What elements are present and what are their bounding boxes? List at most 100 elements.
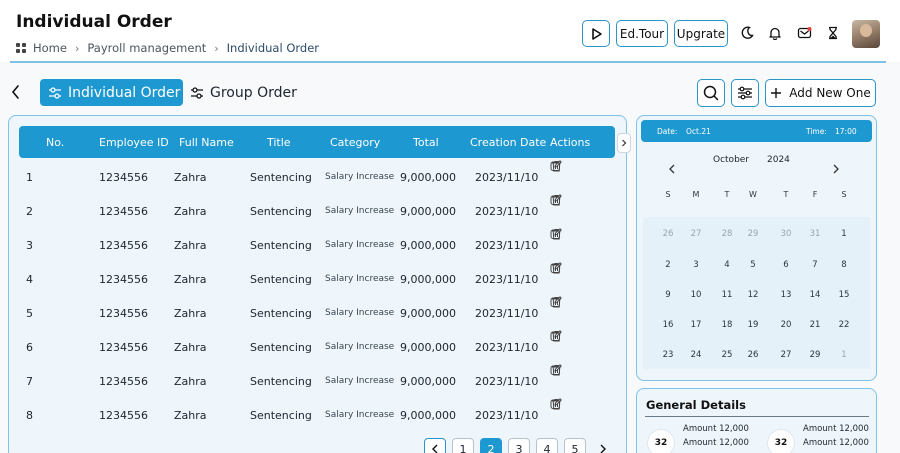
col-full-name[interactable]: Full Name (179, 135, 234, 149)
calendar-day[interactable]: 10 (690, 290, 702, 300)
col-total[interactable]: Total (413, 135, 439, 149)
col-title[interactable]: Title (267, 135, 291, 149)
play-tour-button[interactable] (582, 20, 610, 47)
cell-no: 2 (26, 204, 33, 218)
pagination-page[interactable]: 3 (508, 438, 530, 453)
calendar-month[interactable]: October (713, 155, 750, 165)
col-no[interactable]: No. (46, 135, 65, 149)
pagination-next[interactable] (592, 438, 614, 453)
trash-icon[interactable] (550, 398, 562, 410)
pagination-page[interactable]: 5 (564, 438, 586, 453)
trash-icon[interactable] (550, 296, 562, 308)
calendar-prev-month[interactable] (668, 159, 678, 174)
breadcrumb-home[interactable]: Home (33, 41, 67, 55)
calendar-year[interactable]: 2024 (767, 155, 790, 165)
calendar-day[interactable]: 30 (780, 229, 792, 239)
table-row[interactable]: 3 1234556 Zahra Sentencing Salary Increase 9,… (19, 228, 615, 262)
pagination-page[interactable]: 4 (536, 438, 558, 453)
table-row[interactable]: 5 1234556 Zahra Sentencing Salary Increase 9,… (19, 296, 615, 330)
tour-button[interactable]: Ed.Tour (616, 20, 668, 47)
header-divider (10, 61, 886, 63)
calendar-day[interactable]: 29 (747, 229, 759, 239)
cell-category: Salary Increase (325, 274, 395, 284)
calendar-day[interactable]: 1 (841, 229, 847, 239)
trash-icon[interactable] (550, 228, 562, 240)
bell-icon[interactable] (766, 24, 784, 42)
calendar-day[interactable]: 19 (747, 320, 759, 330)
col-employee-id[interactable]: Employee ID (99, 135, 169, 149)
col-category[interactable]: Category (330, 135, 381, 149)
tab-individual-order[interactable]: Individual Order (40, 79, 183, 106)
cell-full-name: Zahra (174, 408, 207, 422)
calendar-day[interactable]: 26 (662, 229, 674, 239)
calendar-day[interactable]: 4 (724, 260, 730, 270)
calendar-day[interactable]: 28 (721, 229, 733, 239)
pagination-prev[interactable] (424, 438, 446, 453)
hourglass-icon[interactable] (824, 24, 842, 42)
calendar-day[interactable]: 13 (780, 290, 792, 300)
calendar-day[interactable]: 1 (841, 350, 847, 360)
filter-button[interactable] (731, 79, 759, 107)
table-row[interactable]: 2 1234556 Zahra Sentencing Salary Increase 9,… (19, 194, 615, 228)
calendar-day[interactable]: 11 (721, 290, 733, 300)
cell-employee-id: 1234556 (99, 340, 148, 354)
calendar-day[interactable]: 26 (747, 350, 759, 360)
calendar-day[interactable]: 3 (693, 260, 699, 270)
cell-full-name: Zahra (174, 238, 207, 252)
trash-icon[interactable] (550, 194, 562, 206)
calendar-day[interactable]: 27 (780, 350, 792, 360)
trash-icon[interactable] (550, 262, 562, 274)
calendar-day[interactable]: 7 (812, 260, 818, 270)
calendar-day[interactable]: 25 (721, 350, 733, 360)
upgrade-button[interactable]: Upgrate (674, 20, 728, 47)
chevron-right-icon (622, 139, 627, 147)
table-row[interactable]: 4 1234556 Zahra Sentencing Salary Increase 9,… (19, 262, 615, 296)
breadcrumb-payroll[interactable]: Payroll management (87, 41, 207, 55)
table-row[interactable]: 8 1234556 Zahra Sentencing Salary Increase 9,… (19, 398, 615, 432)
tab-individual-label: Individual Order (68, 84, 181, 101)
calendar-day[interactable]: 20 (780, 320, 792, 330)
tabs-row: Individual Order Group Order Add New One (0, 79, 900, 107)
calendar-day[interactable]: 27 (690, 229, 702, 239)
cell-employee-id: 1234556 (99, 170, 148, 184)
search-button[interactable] (697, 79, 725, 107)
calendar-day[interactable]: 22 (838, 320, 850, 330)
search-icon (703, 85, 719, 101)
table-row[interactable]: 1 1234556 Zahra Sentencing Salary Increase 9,… (19, 160, 615, 194)
pagination-page[interactable]: 1 (452, 438, 474, 453)
calendar-day[interactable]: 17 (690, 320, 702, 330)
table-row[interactable]: 7 1234556 Zahra Sentencing Salary Increase 9,… (19, 364, 615, 398)
calendar-day[interactable]: 31 (809, 229, 821, 239)
calendar-day[interactable]: 9 (665, 290, 671, 300)
calendar-day[interactable]: 12 (747, 290, 759, 300)
calendar-day[interactable]: 21 (809, 320, 821, 330)
calendar-day[interactable]: 6 (783, 260, 789, 270)
time-value: 17:00 (835, 126, 857, 136)
calendar-day[interactable]: 8 (841, 260, 847, 270)
mail-icon[interactable] (795, 24, 813, 42)
calendar-day[interactable]: 16 (662, 320, 674, 330)
pagination-page[interactable]: 2 (480, 438, 502, 453)
dark-mode-icon[interactable] (738, 24, 756, 42)
calendar-day[interactable]: 15 (838, 290, 850, 300)
trash-icon[interactable] (550, 160, 562, 172)
calendar-next-month[interactable] (832, 159, 842, 174)
trash-icon[interactable] (550, 330, 562, 342)
calendar-day[interactable]: 5 (750, 260, 756, 270)
calendar-day[interactable]: 23 (662, 350, 674, 360)
calendar-day[interactable]: 14 (809, 290, 821, 300)
cell-title: Sentencing (250, 306, 312, 320)
trash-icon[interactable] (550, 364, 562, 376)
col-creation-date[interactable]: Creation Date (470, 135, 547, 149)
table-row[interactable]: 6 1234556 Zahra Sentencing Salary Increase 9,… (19, 330, 615, 364)
calendar-day[interactable]: 18 (721, 320, 733, 330)
back-arrow-icon[interactable] (10, 84, 24, 102)
calendar-day[interactable]: 24 (690, 350, 702, 360)
calendar-day[interactable]: 29 (809, 350, 821, 360)
cell-no: 8 (26, 408, 33, 422)
avatar[interactable] (852, 20, 880, 48)
tab-group-order[interactable]: Group Order (190, 79, 305, 106)
calendar-day[interactable]: 2 (665, 260, 671, 270)
add-new-button[interactable]: Add New One (765, 79, 876, 107)
collapse-panel-button[interactable] (617, 133, 631, 153)
